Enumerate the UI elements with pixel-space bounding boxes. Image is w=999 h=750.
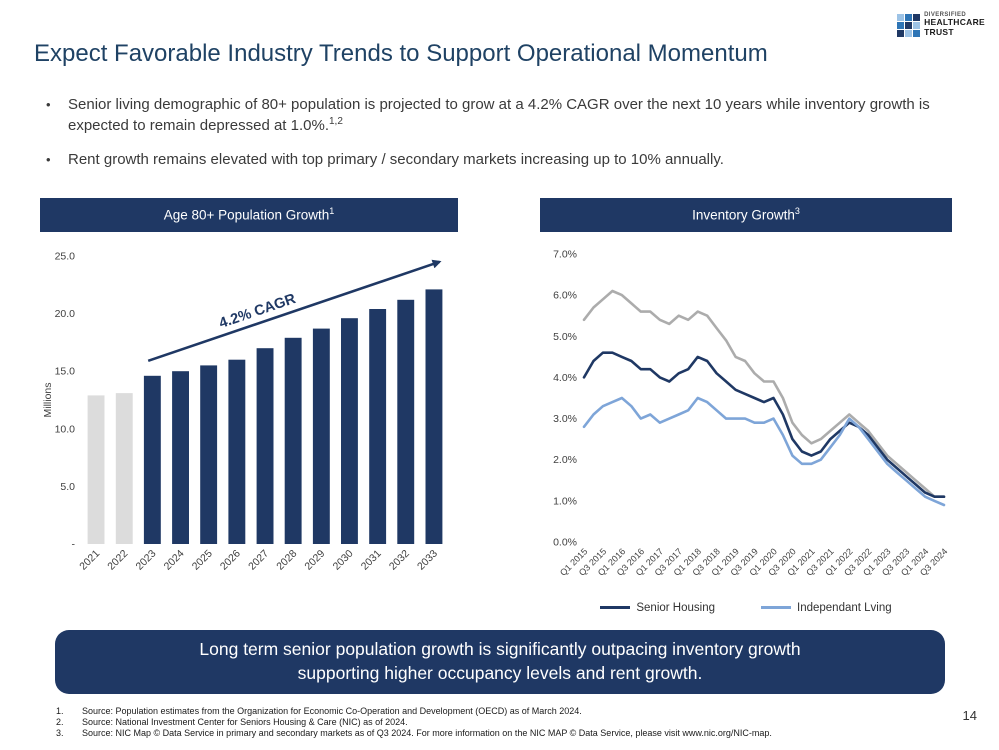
svg-text:-: - [72, 538, 76, 550]
svg-text:6.0%: 6.0% [553, 289, 577, 301]
svg-text:2028: 2028 [274, 547, 299, 572]
footnote-1: 1. Source: Population estimates from the… [56, 706, 582, 716]
line-chart-inventory-growth: 0.0%1.0%2.0%3.0%4.0%5.0%6.0%7.0%Q1 2015Q… [553, 248, 949, 577]
svg-text:5.0: 5.0 [60, 480, 75, 492]
footnote-reference: 1 [329, 206, 335, 216]
logo-line-diversified: DIVERSIFIED [924, 12, 967, 18]
chart-title-inventory: Inventory Growth3 [540, 198, 952, 232]
svg-text:2.0%: 2.0% [553, 454, 577, 466]
footnote-2: 2. Source: National Investment Center fo… [56, 716, 408, 727]
logo-text: DIVERSIFIED HEALTHCARE TRUST [924, 12, 985, 37]
bullet-item-rent-growth: • Rent growth remains elevated with top … [46, 150, 930, 170]
footnote-reference: 1,2 [329, 115, 343, 127]
svg-text:2031: 2031 [359, 547, 384, 572]
inventory-chart-panel: Inventory Growth3 0.0% 1.0% 2.0% 3.0% 4.0% 5.… [540, 198, 952, 614]
svg-text:2021: 2021 [77, 547, 102, 572]
svg-text:2032: 2032 [387, 547, 412, 572]
bar-chart-population-growth: - 5.0 10.0 15.0 20.0 25.0 Millions 2021 2022 2023… [42, 250, 443, 572]
svg-text:5.0%: 5.0% [553, 330, 577, 342]
key-takeaway-banner: Long term senior population growth is si… [55, 630, 945, 694]
svg-text:2022: 2022 [105, 547, 130, 572]
svg-text:4.0%: 4.0% [553, 371, 577, 383]
banner-line2: supporting higher occupancy levels and r… [297, 663, 703, 683]
chart-title-population: Age 80+ Population Growth1 [40, 198, 458, 232]
bullet-list: • Senior living demographic of 80+ popul… [46, 95, 930, 184]
svg-text:2030: 2030 [331, 547, 356, 572]
svg-text:3.0%: 3.0% [553, 413, 577, 425]
svg-text:15.0: 15.0 [55, 365, 76, 377]
footnote-reference: 3 [794, 206, 800, 216]
svg-text:2025: 2025 [190, 547, 215, 572]
banner-line1: Long term senior population growth is si… [199, 639, 801, 660]
dhc-logo: DIVERSIFIED HEALTHCARE TRUST [897, 12, 985, 37]
bullet-item-demographics: • Senior living demographic of 80+ popul… [46, 95, 930, 136]
svg-text:2023: 2023 [134, 547, 159, 572]
svg-text:2024: 2024 [162, 547, 187, 572]
legend-label: Senior Housing [636, 601, 715, 614]
svg-text:Millions: Millions [42, 382, 54, 417]
svg-text:25.0: 25.0 [55, 250, 76, 262]
legend-swatch-independent-living [761, 606, 791, 609]
logo-line-trust: TRUST [924, 26, 954, 37]
bullet-marker: • [46, 151, 51, 167]
svg-text:20.0: 20.0 [55, 308, 76, 320]
legend-label: Independant Lving [797, 601, 892, 614]
legend-item-independent-living: Independant Lving [761, 602, 892, 614]
legend-item-senior-housing: Senior Housing [600, 602, 715, 614]
svg-text:7.0%: 7.0% [553, 248, 577, 260]
chart-legend: Senior Housing Independant Lving [540, 602, 952, 614]
page-number: 14 [962, 708, 977, 723]
logo-grid-icon [897, 14, 921, 37]
svg-text:0.0%: 0.0% [553, 536, 577, 548]
population-chart-panel: Age 80+ Population Growth1 - 5.0 10.0 15.0 2… [40, 198, 458, 600]
svg-text:2033: 2033 [415, 547, 440, 572]
svg-text:2029: 2029 [302, 547, 327, 572]
bullet-marker: • [46, 97, 51, 112]
legend-swatch-senior-housing [600, 606, 631, 609]
logo-line-healthcare: HEALTHCARE [924, 17, 985, 28]
svg-text:4.2% CAGR: 4.2% CAGR [217, 290, 298, 331]
bullet-text: Senior living demographic of 80+ populat… [68, 96, 930, 134]
bullet-text: Rent growth remains elevated with top pr… [68, 150, 724, 168]
footnote-3: 3. Source: NIC Map © Data Service in pri… [56, 727, 772, 738]
svg-text:1.0%: 1.0% [553, 495, 577, 507]
page-title: Expect Favorable Industry Trends to Supp… [34, 40, 768, 67]
svg-text:10.0: 10.0 [55, 423, 76, 435]
svg-text:2026: 2026 [218, 547, 243, 572]
footnotes: 1. Source: Population estimates from the… [56, 706, 772, 738]
svg-text:2027: 2027 [246, 547, 271, 572]
